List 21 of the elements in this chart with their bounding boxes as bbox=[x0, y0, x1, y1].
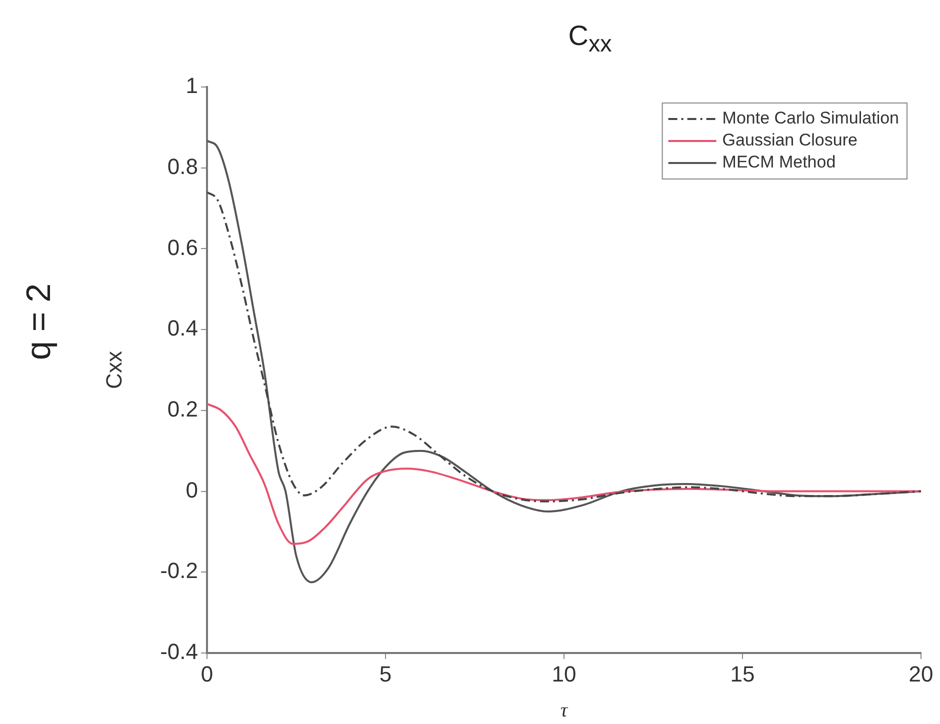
x-tick-label: 20 bbox=[908, 661, 934, 686]
y-tick-label: -0.2 bbox=[160, 558, 198, 584]
legend-label: Gaussian Closure bbox=[722, 130, 858, 150]
y-axis-title: Cxx bbox=[101, 351, 126, 389]
x-tick-label: 10 bbox=[552, 661, 576, 686]
y-tick-label: 0.4 bbox=[167, 316, 198, 341]
y-tick-label: 0.8 bbox=[167, 154, 198, 179]
x-tick-label: 15 bbox=[730, 661, 755, 686]
y-tick-label: 1 bbox=[186, 73, 198, 98]
line-series bbox=[207, 402, 921, 545]
y-tick-label: 0 bbox=[186, 477, 198, 502]
chart-title: C$_{xx}$ bbox=[567, 20, 613, 58]
y-tick-label: 0.6 bbox=[167, 234, 198, 260]
legend-label: MECM Method bbox=[722, 152, 836, 172]
line-series bbox=[207, 191, 921, 502]
y-tick-label: 0.2 bbox=[167, 396, 198, 422]
x-tick-label: 5 bbox=[379, 661, 392, 686]
text: q = 2 bbox=[20, 283, 59, 360]
legend-label: Monte Carlo Simulation bbox=[722, 108, 900, 128]
y-tick-label: -0.4 bbox=[160, 639, 198, 664]
x-axis-title: τ bbox=[560, 699, 568, 722]
